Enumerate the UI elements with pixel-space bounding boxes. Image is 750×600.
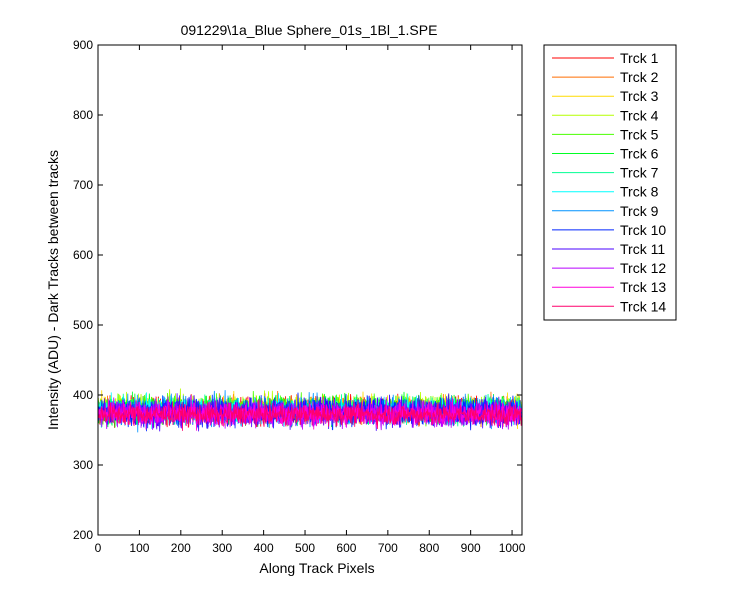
y-tick-label: 200 [73, 528, 93, 542]
x-tick-label: 500 [295, 541, 315, 555]
x-tick-label: 800 [419, 541, 439, 555]
legend-entry: Trck 8 [620, 184, 659, 200]
x-tick-label: 0 [95, 541, 102, 555]
legend-entry: Trck 4 [620, 107, 659, 123]
legend-entry: Trck 5 [620, 126, 659, 142]
x-tick-label: 100 [129, 541, 149, 555]
y-tick-label: 700 [73, 178, 93, 192]
legend-entry: Trck 3 [620, 88, 659, 104]
y-tick-label: 800 [73, 108, 93, 122]
legend-entry: Trck 13 [620, 279, 666, 295]
x-tick-label: 200 [171, 541, 191, 555]
plot-area [98, 45, 522, 535]
series-layer [97, 388, 523, 433]
legend: Trck 1 Trck 2 Trck 3 Trck 4 Trck 5 Trck 6 Trck… [543, 44, 677, 321]
x-tick-label: 400 [254, 541, 274, 555]
legend-entry: Trck 11 [620, 241, 665, 257]
legend-box [543, 44, 677, 321]
y-tick-label: 900 [73, 38, 93, 52]
x-tick-label: 600 [336, 541, 356, 555]
x-tick-label: 300 [212, 541, 232, 555]
x-tick-label: 700 [378, 541, 398, 555]
legend-entry: Trck 7 [620, 165, 659, 181]
x-tick-label: 900 [461, 541, 481, 555]
y-axis-label: Intensity (ADU) - Dark Tracks between tr… [45, 150, 61, 430]
y-tick-label: 300 [73, 458, 93, 472]
x-axis: 0 100 200 300 400 500 600 700 800 900 1000 [95, 45, 526, 555]
legend-entry: Trck 1 [620, 50, 659, 66]
x-axis-label: Along Track Pixels [259, 560, 374, 576]
legend-entry: Trck 6 [620, 146, 659, 162]
y-tick-label: 600 [73, 248, 93, 262]
plot-frame [97, 44, 523, 536]
series-line-trck-14 [97, 398, 523, 431]
legend-entry: Trck 14 [620, 298, 666, 314]
x-tick-label: 1000 [499, 541, 526, 555]
legend-entry: Trck 12 [620, 260, 666, 276]
chart-title: 091229\1a_Blue Sphere_01s_1Bl_1.SPE [181, 22, 438, 38]
legend-entry: Trck 2 [620, 69, 659, 85]
y-tick-label: 500 [73, 318, 93, 332]
y-axis: 200 300 400 500 600 700 800 900 [73, 38, 522, 542]
legend-entry: Trck 10 [620, 222, 666, 238]
y-tick-label: 400 [73, 388, 93, 402]
legend-entry: Trck 9 [620, 203, 659, 219]
